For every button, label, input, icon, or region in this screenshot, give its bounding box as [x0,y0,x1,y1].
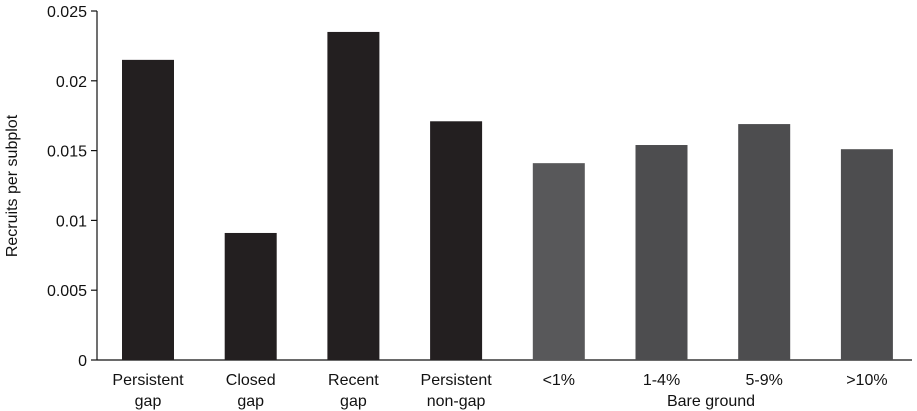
category-labels: Persistent gap Closed gap Recent gap Persisten… [112,372,887,410]
category-label-line2: non-gap [427,393,486,410]
bar [122,59,174,361]
y-axis: 0 0.005 0.01 0.015 0.02 0.025 [47,4,98,370]
category-label-line2: gap [340,393,367,410]
bar [635,145,688,360]
y-axis-title: Recruits per subplot [4,114,21,257]
category-label: >10% [846,372,887,389]
category-label: <1% [543,372,575,389]
y-tick-label: 0 [78,353,87,370]
y-tick-label: 0.01 [56,213,87,230]
bar [224,232,277,360]
group-label-bare-ground: Bare ground [667,393,755,410]
bar [532,163,585,360]
y-tick-label: 0.015 [47,144,87,161]
category-label: 5-9% [746,372,783,389]
category-label: Persistent [112,372,184,389]
y-tick-label: 0.02 [56,74,87,91]
category-label: Recent [328,372,379,389]
bar [738,124,791,361]
y-tick-label: 0.005 [47,283,87,300]
bars [122,31,893,361]
bar [840,149,893,360]
bar [327,31,380,360]
category-label-line2: gap [237,393,264,410]
category-label-line2: gap [135,393,162,410]
bar [430,121,483,360]
category-label: Persistent [421,372,493,389]
y-tick-label: 0.025 [47,4,87,21]
category-label: 1-4% [643,372,680,389]
category-label: Closed [226,372,276,389]
